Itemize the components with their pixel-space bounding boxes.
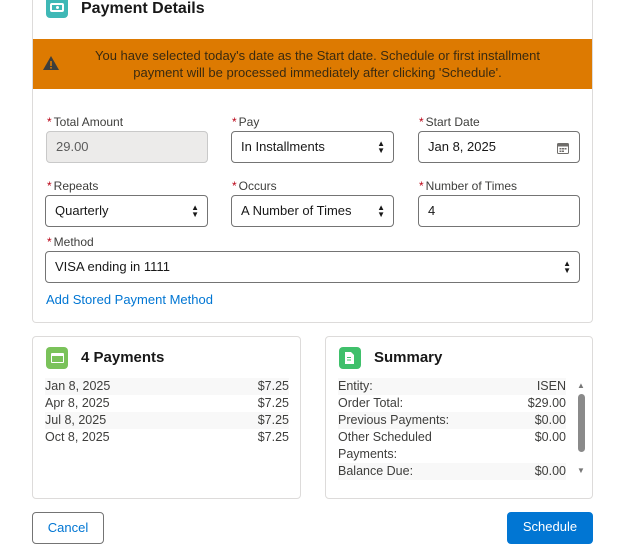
- row-label: Jul 8, 2025: [45, 413, 107, 427]
- section-title: Payment Details: [81, 0, 205, 17]
- scroll-up-icon[interactable]: ▲: [577, 381, 585, 390]
- add-stored-payment-method-link[interactable]: Add Stored Payment Method: [46, 292, 213, 307]
- list-item: Entity: ISEN: [338, 378, 566, 395]
- list-item: Jul 8, 2025 $7.25: [45, 412, 289, 429]
- start-date-input[interactable]: Jan 8, 2025: [418, 131, 580, 163]
- pay-label: * Pay: [232, 115, 260, 129]
- payments-card: 4 Payments Jan 8, 2025 $7.25 Apr 8, 2025 $7…: [32, 336, 301, 499]
- credit-card-icon: [46, 347, 68, 369]
- scrollbar-thumb[interactable]: [577, 394, 585, 452]
- repeats-select[interactable]: Quarterly ▲ ▼: [45, 195, 208, 227]
- summary-list: Entity: ISEN Order Total: $29.00 Previous Pa…: [338, 378, 566, 480]
- select-arrows-icon: ▲ ▼: [191, 203, 199, 219]
- repeats-label: * Repeats: [47, 179, 99, 193]
- row-label: Balance Due:: [338, 464, 414, 478]
- summary-title: Summary: [374, 349, 443, 366]
- pay-select[interactable]: In Installments ▲ ▼: [231, 131, 394, 163]
- document-edit-icon: [339, 347, 361, 369]
- scrollbar[interactable]: ▲ ▼: [575, 381, 587, 491]
- payment-details-card: Payment Details You have selected today'…: [32, 0, 593, 323]
- start-date-label: * Start Date: [419, 115, 480, 129]
- method-select[interactable]: VISA ending in 1111 ▲ ▼: [45, 251, 580, 283]
- row-label: Oct 8, 2025: [45, 430, 110, 444]
- payments-list: Jan 8, 2025 $7.25 Apr 8, 2025 $7.25 Jul 8, 2…: [45, 378, 289, 446]
- list-item: Jan 8, 2025 $7.25: [45, 378, 289, 395]
- row-value: $7.25: [257, 379, 289, 393]
- select-arrows-icon: ▲ ▼: [377, 139, 385, 155]
- row-value: $0.00: [534, 430, 566, 444]
- warning-message: You have selected today's date as the St…: [95, 48, 540, 80]
- list-item: Balance Due: $0.00: [338, 463, 566, 480]
- select-arrows-icon: ▲ ▼: [563, 259, 571, 275]
- row-value: $7.25: [257, 413, 289, 427]
- row-value: $7.25: [257, 396, 289, 410]
- schedule-button[interactable]: Schedule: [507, 512, 593, 544]
- scroll-down-icon[interactable]: ▼: [577, 466, 585, 475]
- row-value: ISEN: [536, 379, 566, 393]
- list-item: Oct 8, 2025 $7.25: [45, 429, 289, 446]
- row-label: Order Total:: [338, 396, 404, 410]
- row-value: $0.00: [534, 413, 566, 427]
- row-label: Entity:: [338, 379, 373, 393]
- list-item: Previous Payments: $0.00: [338, 412, 566, 429]
- number-of-times-label: * Number of Times: [419, 179, 518, 193]
- list-item: Other Scheduled Payments: $0.00: [338, 429, 566, 463]
- select-arrows-icon: ▲ ▼: [377, 203, 385, 219]
- row-label: Other Scheduled Payments:: [338, 430, 432, 461]
- cancel-button[interactable]: Cancel: [32, 512, 104, 544]
- occurs-label: * Occurs: [232, 179, 277, 193]
- summary-card: Summary Entity: ISEN Order Total: $29.00 Pre…: [325, 336, 593, 499]
- row-value: $0.00: [534, 464, 566, 478]
- payments-title: 4 Payments: [81, 349, 165, 366]
- row-label: Apr 8, 2025: [45, 396, 110, 410]
- list-item: Apr 8, 2025 $7.25: [45, 395, 289, 412]
- method-label: * Method: [47, 235, 94, 249]
- row-value: $7.25: [257, 430, 289, 444]
- calendar-icon[interactable]: [557, 142, 569, 154]
- money-icon: [46, 0, 68, 18]
- row-label: Jan 8, 2025: [45, 379, 111, 393]
- warning-banner: You have selected today's date as the St…: [33, 39, 592, 89]
- total-amount-label: * Total Amount: [47, 115, 124, 129]
- number-of-times-input[interactable]: 4: [418, 195, 580, 227]
- list-item: Order Total: $29.00: [338, 395, 566, 412]
- row-value: $29.00: [527, 396, 566, 410]
- total-amount-input[interactable]: 29.00: [46, 131, 208, 163]
- warning-icon: [43, 56, 59, 70]
- occurs-select[interactable]: A Number of Times ▲ ▼: [231, 195, 394, 227]
- row-label: Previous Payments:: [338, 413, 450, 427]
